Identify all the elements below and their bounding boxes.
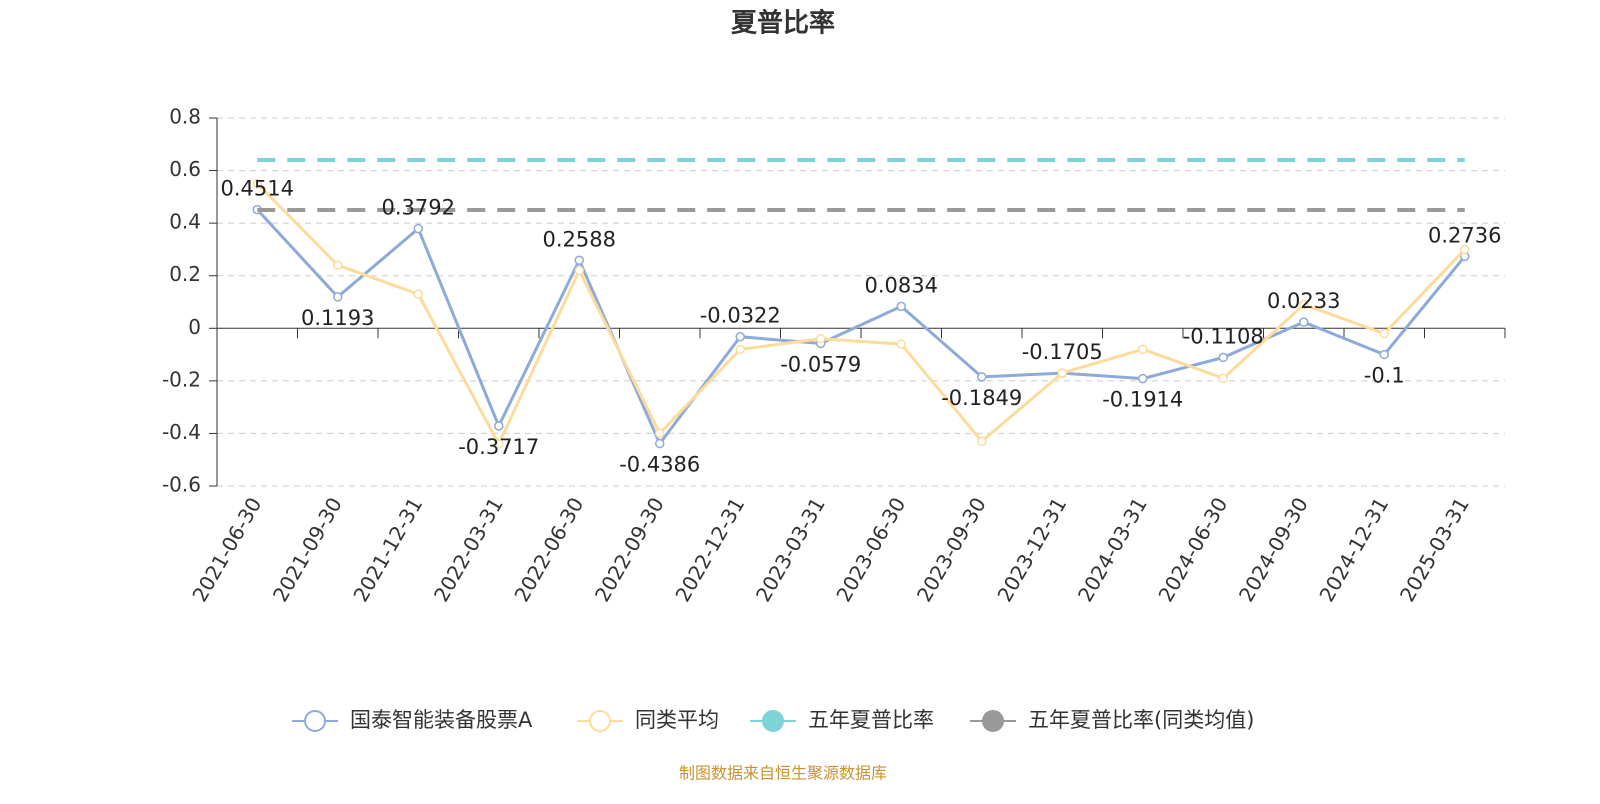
data-label: 0.2736: [1428, 223, 1501, 247]
y-tick-label: 0.8: [169, 105, 201, 129]
data-label: -0.1: [1364, 364, 1405, 388]
y-tick-label: 0.4: [169, 210, 201, 234]
data-label: -0.4386: [619, 453, 700, 477]
legend-label: 五年夏普比率(同类均值): [1028, 708, 1254, 732]
point: [494, 421, 504, 431]
series-line: [256, 208, 1466, 447]
point: [574, 255, 584, 266]
x-tick-label: 2023-03-31: [751, 493, 830, 606]
x-tick-label: 2021-12-31: [348, 493, 427, 606]
legend-label: 五年夏普比率: [808, 708, 934, 732]
x-tick-label: 2021-06-30: [187, 493, 266, 606]
y-tick-label: -0.4: [162, 420, 201, 444]
x-tick-label: 2022-03-31: [429, 493, 508, 606]
x-tick-label: 2025-03-31: [1395, 493, 1474, 606]
data-label: 0.0834: [865, 273, 938, 297]
y-tick-label: 0: [188, 315, 201, 339]
y-tick-label: -0.6: [162, 473, 201, 497]
y-tick-label: 0.6: [169, 157, 201, 181]
data-label: 0.2588: [543, 227, 616, 251]
point: [333, 260, 343, 270]
point: [1299, 299, 1309, 310]
x-tick-label: 2024-12-31: [1314, 493, 1393, 606]
x-tick-label: 2023-09-30: [912, 493, 991, 606]
source-note: 制图数据来自恒生聚源数据库: [679, 764, 887, 783]
y-tick-label: 0.2: [169, 262, 201, 286]
point: [896, 301, 906, 312]
point: [1057, 368, 1067, 378]
point: [413, 223, 423, 234]
point: [896, 339, 906, 349]
x-tick-label: 2022-12-31: [670, 493, 749, 606]
legend-label: 国泰智能装备股票A: [350, 708, 533, 732]
legend-label: 同类平均: [635, 708, 719, 732]
x-tick-label: 2023-06-30: [831, 493, 910, 606]
legend-marker: [982, 710, 1004, 732]
x-tick-label: 2024-09-30: [1234, 493, 1313, 606]
point: [655, 428, 665, 439]
data-label: -0.3717: [458, 435, 539, 459]
data-label: -0.1705: [1022, 340, 1103, 364]
y-tick-label: -0.2: [162, 367, 201, 391]
x-tick-label: 2024-06-30: [1153, 493, 1232, 606]
data-label: -0.0322: [700, 304, 781, 328]
legend-marker: [762, 710, 784, 732]
data-label: 0.3792: [382, 196, 455, 220]
x-tick-label: 2024-03-31: [1073, 493, 1152, 606]
data-label: -0.0579: [780, 353, 861, 377]
data-label: 0.4514: [221, 177, 294, 201]
point: [655, 438, 665, 449]
data-label: 0.0233: [1267, 289, 1340, 313]
point: [1218, 352, 1228, 363]
data-label: -0.1914: [1102, 388, 1183, 412]
point: [1379, 328, 1389, 339]
point: [574, 265, 584, 276]
point: [977, 372, 987, 382]
point: [1460, 244, 1470, 255]
point: [735, 331, 745, 342]
point: [1299, 317, 1309, 327]
x-tick-label: 2021-09-30: [268, 493, 347, 606]
x-tick-label: 2022-09-30: [590, 493, 669, 606]
point: [413, 289, 423, 299]
point: [333, 292, 343, 302]
point: [1138, 344, 1148, 355]
point: [252, 178, 262, 189]
chart-title: 夏普比率: [731, 8, 835, 39]
point: [977, 436, 987, 447]
x-tick-label: 2022-06-30: [509, 493, 588, 606]
data-label: -0.1108: [1183, 324, 1264, 348]
data-label: 0.1193: [301, 306, 374, 330]
point: [1379, 349, 1389, 360]
legend-marker: [304, 710, 326, 732]
x-tick-label: 2023-12-31: [992, 493, 1071, 606]
point: [735, 344, 745, 355]
point: [494, 439, 504, 449]
legend-marker: [589, 710, 611, 732]
data-label: -0.1849: [941, 386, 1022, 410]
series-line: [256, 182, 1466, 448]
point: [1138, 373, 1148, 384]
point: [1218, 373, 1228, 383]
point: [816, 334, 826, 344]
